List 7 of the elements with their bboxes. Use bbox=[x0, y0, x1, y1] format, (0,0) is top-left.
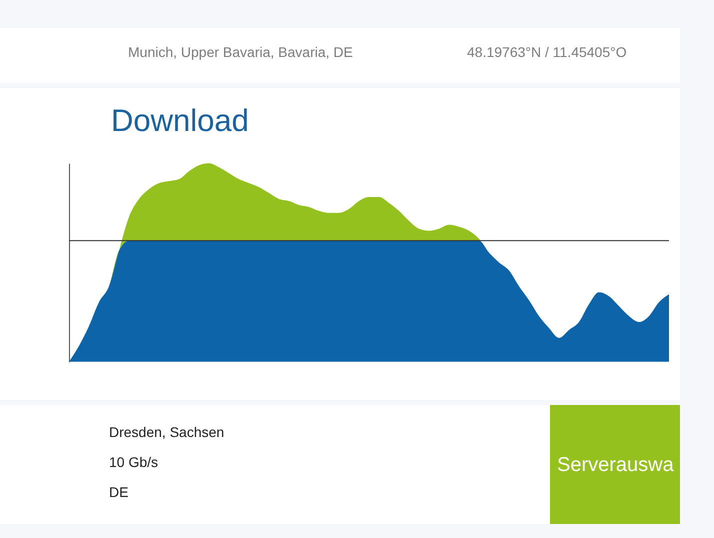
text: 10 Gb/s bbox=[109, 454, 158, 470]
text: Dresden, Sachsen bbox=[109, 424, 224, 440]
text: DE bbox=[109, 484, 128, 500]
text: Munich, Upper Bavaria, Bavaria, DE bbox=[128, 44, 353, 60]
text: 48.19763°N / 11.45405°O bbox=[467, 44, 627, 60]
chart-title: Download bbox=[111, 103, 249, 138]
text: Serverauswa bbox=[557, 454, 675, 476]
